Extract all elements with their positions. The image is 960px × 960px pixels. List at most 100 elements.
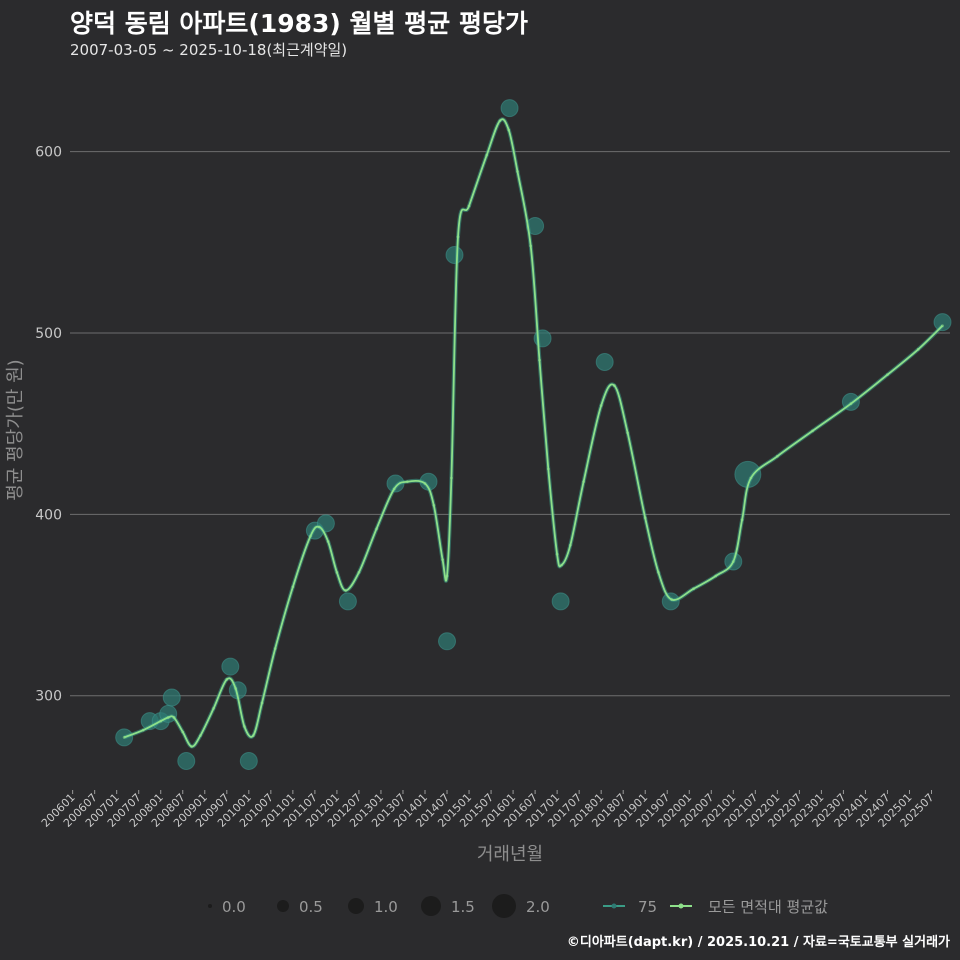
y-tick-label: 300 bbox=[35, 689, 62, 705]
line-point bbox=[916, 347, 920, 351]
line-point bbox=[670, 598, 674, 601]
line-point bbox=[740, 518, 744, 522]
grid-lines bbox=[70, 151, 950, 697]
line-point bbox=[714, 574, 718, 578]
source-caption: ©디아파트(dapt.kr) / 2025.10.21 / 자료=국토교통부 실… bbox=[566, 935, 950, 950]
line-point bbox=[432, 503, 436, 507]
line-point bbox=[450, 476, 453, 480]
line-point bbox=[225, 677, 229, 681]
y-axis-title: 평균 평당가(만 원) bbox=[5, 359, 26, 500]
line-point bbox=[326, 540, 330, 543]
line-point bbox=[941, 324, 944, 328]
line-point bbox=[731, 560, 735, 563]
line-point bbox=[291, 585, 295, 589]
legend: 0.0 0.5 1.0 1.5 2.0 75 모든 면적대 평균값 bbox=[208, 894, 828, 918]
line-point bbox=[317, 525, 321, 529]
line-point bbox=[582, 480, 585, 484]
line-point bbox=[555, 552, 559, 556]
data-point bbox=[933, 313, 952, 332]
y-tick-label: 600 bbox=[35, 145, 62, 161]
legend-size-label: 1.5 bbox=[451, 898, 475, 916]
scatter-points bbox=[115, 99, 952, 770]
line-point bbox=[849, 402, 853, 406]
legend-size-label: 0.0 bbox=[222, 898, 246, 916]
line-point bbox=[886, 373, 889, 377]
line-point bbox=[234, 687, 238, 690]
line-point bbox=[749, 476, 753, 480]
line-point bbox=[485, 153, 489, 157]
legend-series-marker bbox=[678, 903, 684, 909]
data-point bbox=[595, 352, 614, 371]
line-point bbox=[538, 358, 541, 362]
legend-series-marker bbox=[611, 903, 617, 909]
line-point bbox=[405, 480, 409, 484]
legend-size-label: 0.5 bbox=[299, 898, 323, 916]
legend-series-label: 75 bbox=[638, 898, 657, 916]
line-point bbox=[335, 570, 339, 574]
line-point bbox=[357, 570, 361, 574]
data-point bbox=[221, 657, 240, 676]
line-point bbox=[643, 516, 647, 520]
line-point bbox=[560, 563, 563, 567]
line-point bbox=[507, 128, 511, 132]
y-tick-label: 400 bbox=[35, 507, 62, 523]
chart-title: 양덕 동림 아파트(1983) 월별 평균 평당가 bbox=[70, 9, 528, 38]
x-axis-title: 거래년월 bbox=[477, 844, 543, 865]
line-point bbox=[612, 384, 616, 387]
line-point bbox=[122, 736, 126, 739]
legend-size-label: 1.0 bbox=[374, 898, 398, 916]
legend-size-key bbox=[208, 904, 212, 908]
legend-size-key bbox=[421, 896, 441, 916]
line-point bbox=[445, 574, 449, 578]
trend-lines bbox=[122, 117, 944, 749]
line-point bbox=[181, 730, 185, 734]
line-point bbox=[441, 558, 445, 562]
line-point bbox=[172, 716, 176, 719]
line-point bbox=[626, 431, 629, 435]
data-point bbox=[500, 99, 519, 118]
chart-subtitle: 2007-03-05 ~ 2025-10-18(최근계약일) bbox=[70, 41, 348, 59]
line-point bbox=[423, 482, 427, 485]
line-point bbox=[599, 404, 603, 407]
line-point bbox=[456, 235, 460, 239]
data-point bbox=[551, 592, 570, 611]
line-point bbox=[392, 487, 396, 491]
line-point bbox=[568, 543, 572, 547]
legend-size-key bbox=[277, 900, 289, 912]
line-point bbox=[309, 534, 312, 538]
data-point bbox=[177, 751, 196, 770]
line-point bbox=[546, 467, 550, 471]
line-point bbox=[344, 589, 348, 592]
line-point bbox=[692, 587, 696, 591]
line-point bbox=[212, 706, 215, 710]
line-point bbox=[516, 170, 519, 173]
legend-series-label: 모든 면적대 평균값 bbox=[708, 898, 828, 916]
line-point bbox=[251, 734, 255, 737]
line-point bbox=[198, 734, 202, 737]
line-point bbox=[375, 527, 378, 531]
x-axis-ticks: 2006012006072007012007072008012008072009… bbox=[39, 790, 937, 830]
line-point bbox=[260, 701, 264, 705]
data-point bbox=[239, 751, 258, 770]
legend-size-key bbox=[348, 898, 364, 914]
y-tick-label: 500 bbox=[35, 326, 62, 342]
line-point bbox=[657, 570, 660, 574]
series-line-75 bbox=[123, 117, 944, 749]
line-point bbox=[159, 719, 163, 723]
line-point bbox=[166, 716, 170, 719]
legend-size-key bbox=[492, 894, 516, 918]
line-point bbox=[467, 204, 471, 208]
line-point bbox=[498, 119, 502, 123]
y-axis-ticks: 300 400 500 600 bbox=[35, 145, 62, 705]
data-point bbox=[445, 245, 464, 264]
data-point bbox=[338, 592, 357, 611]
legend-size-label: 2.0 bbox=[526, 898, 550, 916]
line-point bbox=[775, 454, 779, 458]
line-point bbox=[529, 244, 533, 248]
data-point bbox=[162, 688, 181, 707]
data-point bbox=[438, 632, 457, 651]
line-point bbox=[811, 429, 814, 433]
line-point bbox=[273, 647, 277, 650]
line-point bbox=[141, 728, 145, 732]
